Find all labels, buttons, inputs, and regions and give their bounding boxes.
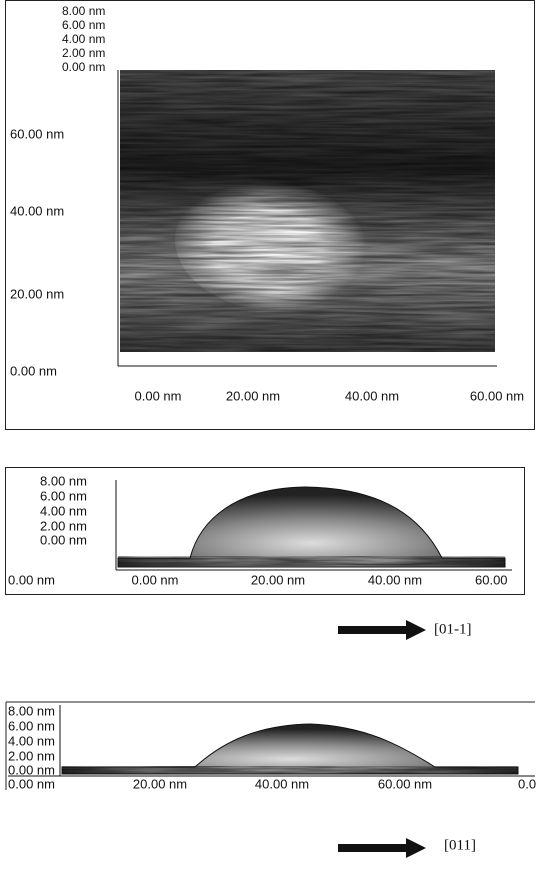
stm-texture [120, 70, 495, 352]
z-label: 2.00 nm [62, 46, 105, 60]
panel-profile-011: 8.00 nm 6.00 nm 4.00 nm 2.00 nm 0.00 nm … [6, 702, 536, 791]
z-label: 8.00 nm [40, 473, 87, 488]
x-label: 0.00 nm [8, 776, 55, 791]
x-label: 20.00 nm [133, 776, 187, 791]
x-label: 0.00 nm [135, 388, 182, 403]
arrow-head [406, 838, 426, 858]
y-label: 0.00 nm [10, 363, 57, 378]
direction-arrow: [011] [338, 837, 476, 858]
z-label: 6.00 nm [62, 18, 105, 32]
x-label: 60.00 [475, 572, 508, 587]
arrow-shaft [338, 844, 408, 852]
z-label: 8.00 nm [62, 4, 105, 18]
z-label: 0.00 nm [62, 60, 105, 74]
profile [118, 487, 505, 567]
figure: 8.00 nm 6.00 nm 4.00 nm 2.00 nm 0.00 nm … [0, 0, 539, 884]
y-label: 20.00 nm [10, 286, 64, 301]
arrow-shaft [338, 626, 408, 634]
profile-texture [118, 556, 505, 566]
x-label: 60.00 nm [378, 776, 432, 791]
z-label: 0.00 nm [40, 532, 87, 547]
z-label: 6.00 nm [8, 718, 55, 733]
panel-profile-01-1: 8.00 nm 6.00 nm 4.00 nm 2.00 nm 0.00 nm … [6, 468, 525, 595]
y-label: 40.00 nm [10, 203, 64, 218]
z-label: 0.00 nm [8, 762, 55, 777]
x-label: 40.00 nm [255, 776, 309, 791]
x-label: 40.00 nm [345, 388, 399, 403]
arrow-head [406, 620, 426, 640]
z-label: 4.00 nm [8, 733, 55, 748]
y-label: 60.00 nm [10, 126, 64, 141]
direction-label: [011] [444, 837, 476, 853]
page: {"panels": [ {"z_labels": ["8.00 nm", "6… [0, 0, 539, 884]
x-label: 0.00 nm [132, 572, 179, 587]
x-label: 20.00 nm [226, 388, 280, 403]
z-label: 4.00 nm [40, 503, 87, 518]
direction-label: [01-1] [434, 621, 472, 637]
x-label: 40.00 nm [368, 572, 422, 587]
x-label: 0.00 nm [8, 572, 55, 587]
z-label: 8.00 nm [8, 703, 55, 718]
x-label: 20.00 nm [251, 572, 305, 587]
direction-arrow: [01-1] [338, 620, 472, 640]
z-label: 2.00 nm [8, 748, 55, 763]
z-label: 2.00 nm [40, 518, 87, 533]
z-label: 4.00 nm [62, 32, 105, 46]
panel-top-view: 8.00 nm 6.00 nm 4.00 nm 2.00 nm 0.00 nm … [6, 1, 535, 430]
x-label: 60.00 nm [470, 388, 524, 403]
x-label: 0.0 [518, 776, 536, 791]
z-label: 6.00 nm [40, 488, 87, 503]
profile-texture [62, 766, 518, 774]
